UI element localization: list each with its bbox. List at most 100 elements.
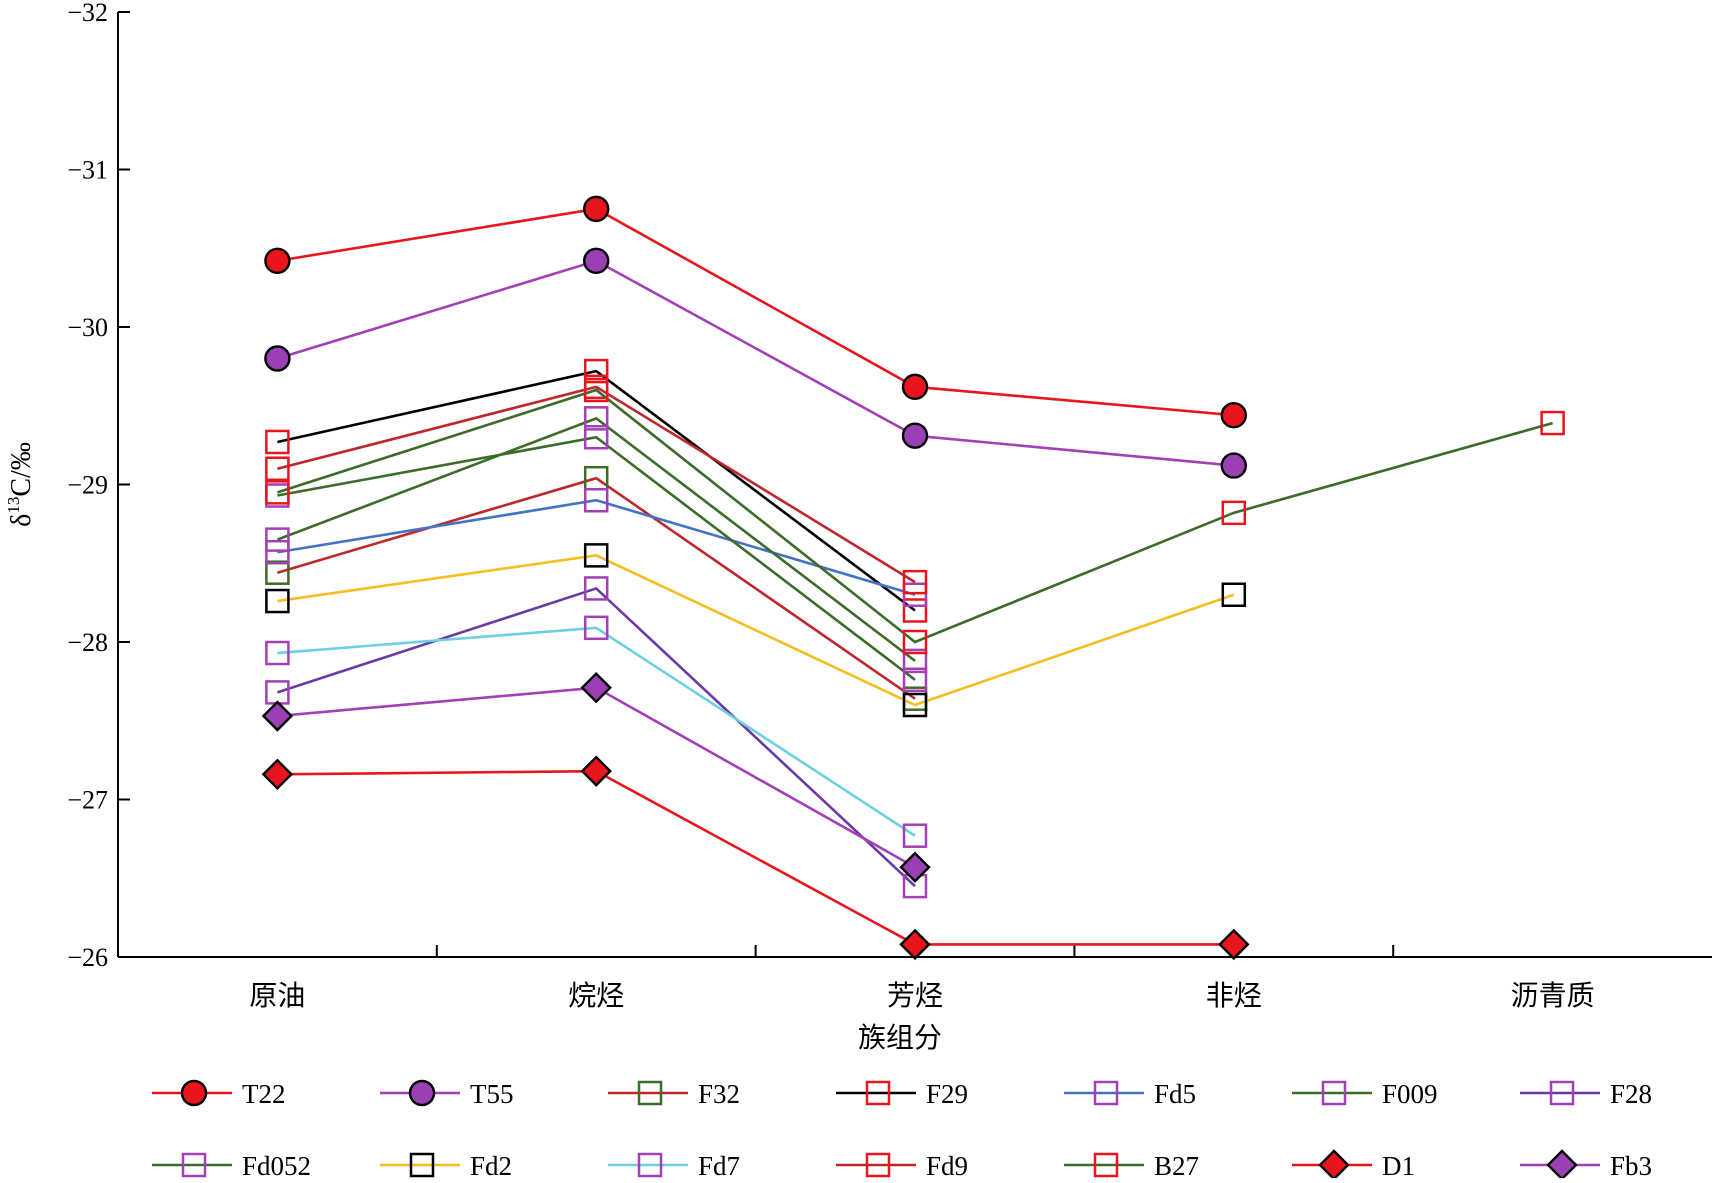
legend-marker xyxy=(180,1079,208,1107)
legend-item-fd9: Fd9 xyxy=(836,1151,968,1181)
legend-item-fd7: Fd7 xyxy=(608,1151,740,1181)
data-point xyxy=(265,560,290,585)
series-f29 xyxy=(265,358,928,623)
data-point xyxy=(902,598,928,623)
data-point xyxy=(261,700,294,732)
series-line xyxy=(276,416,916,662)
axes xyxy=(117,11,1712,958)
series-line xyxy=(277,259,1234,467)
data-point xyxy=(902,823,928,848)
y-tick-label: −32 xyxy=(67,0,108,27)
series-line xyxy=(277,369,916,612)
legend-label: F32 xyxy=(698,1079,740,1109)
legend-label: F28 xyxy=(1610,1079,1652,1109)
legend-item-fd5: Fd5 xyxy=(1064,1079,1196,1109)
data-point xyxy=(1220,402,1248,429)
legend-marker xyxy=(181,1152,207,1178)
legend-marker xyxy=(865,1152,891,1178)
data-point xyxy=(583,576,609,601)
legend-item-f009: F009 xyxy=(1292,1079,1438,1109)
series-t55 xyxy=(264,247,1248,479)
legend-label: Fd5 xyxy=(1154,1079,1196,1109)
data-point xyxy=(1221,500,1247,526)
legend-item-d1: D1 xyxy=(1292,1149,1415,1181)
data-point xyxy=(902,648,928,674)
legend-label: T55 xyxy=(470,1079,514,1109)
series-layer xyxy=(261,195,1565,961)
y-tick-label: −31 xyxy=(67,156,108,185)
data-point xyxy=(583,195,610,223)
x-tick-label: 非烃 xyxy=(1206,980,1262,1012)
legend-label: B27 xyxy=(1154,1151,1199,1178)
data-point xyxy=(265,527,290,552)
data-point xyxy=(583,543,609,568)
x-tick-label: 沥青质 xyxy=(1511,980,1595,1012)
series-line xyxy=(276,586,916,888)
data-point xyxy=(264,247,291,275)
data-point xyxy=(265,429,290,455)
y-axis-title-rest: C/‰ xyxy=(6,442,37,496)
legend-label: Fd7 xyxy=(698,1151,740,1178)
x-tick-label: 芳烃 xyxy=(887,980,943,1012)
series-line xyxy=(277,498,916,596)
series-line xyxy=(277,769,1234,946)
data-point xyxy=(261,758,294,790)
legend-marker xyxy=(1093,1080,1119,1106)
series-line xyxy=(277,388,1553,644)
series-fd7 xyxy=(265,615,928,848)
data-point xyxy=(1218,928,1250,961)
legend-label: F009 xyxy=(1382,1079,1438,1109)
series-line xyxy=(277,626,916,837)
legend-label: D1 xyxy=(1382,1151,1415,1178)
data-point xyxy=(901,373,929,401)
legend-label: Fd2 xyxy=(470,1151,512,1178)
data-point xyxy=(1220,452,1248,479)
legend-marker xyxy=(409,1152,435,1178)
series-line xyxy=(277,385,916,584)
legend-item-b27: B27 xyxy=(1064,1151,1199,1181)
y-tick-label: −27 xyxy=(67,786,108,815)
data-point xyxy=(265,539,290,565)
data-point xyxy=(580,671,612,704)
legend-item-fd052: Fd052 xyxy=(152,1151,311,1181)
legend-label: F29 xyxy=(926,1079,968,1109)
data-point xyxy=(1221,582,1247,607)
legend-marker xyxy=(637,1152,663,1178)
data-point xyxy=(902,629,928,655)
legend-item-f28: F28 xyxy=(1520,1079,1652,1109)
data-point xyxy=(264,345,291,372)
legend-item-t55: T55 xyxy=(380,1079,514,1109)
series-fb3 xyxy=(261,671,931,883)
legend-marker xyxy=(1318,1149,1350,1181)
data-point xyxy=(265,640,290,666)
series-b27 xyxy=(265,377,1565,655)
data-point xyxy=(901,422,929,449)
y-tick-label: −26 xyxy=(67,943,108,972)
y-axis-title-symbol: δ xyxy=(6,514,37,527)
data-point xyxy=(583,377,609,403)
data-point xyxy=(899,928,931,961)
data-point xyxy=(265,456,290,481)
data-point xyxy=(265,480,290,505)
data-point xyxy=(902,692,928,718)
series-line xyxy=(277,435,916,681)
series-line xyxy=(277,476,916,700)
series-d1 xyxy=(261,755,1250,961)
legend: T22 T55 F32 F29 Fd5 F009 F28 Fd052 Fd2 Fd7 Fd9 B27 D… xyxy=(152,1079,1652,1181)
legend-marker xyxy=(408,1079,436,1107)
data-point xyxy=(583,465,609,491)
legend-marker xyxy=(1321,1080,1347,1106)
data-point xyxy=(265,588,290,614)
legend-label: T22 xyxy=(242,1079,286,1109)
data-point xyxy=(902,569,928,595)
legend-item-t22: T22 xyxy=(152,1079,286,1109)
data-point xyxy=(580,755,612,787)
legend-marker xyxy=(865,1080,891,1106)
data-point xyxy=(583,406,609,431)
series-fd2 xyxy=(265,543,1247,718)
data-point xyxy=(1540,410,1565,436)
x-tick-label: 原油 xyxy=(249,980,305,1012)
data-point xyxy=(899,851,931,883)
data-point xyxy=(583,247,610,275)
